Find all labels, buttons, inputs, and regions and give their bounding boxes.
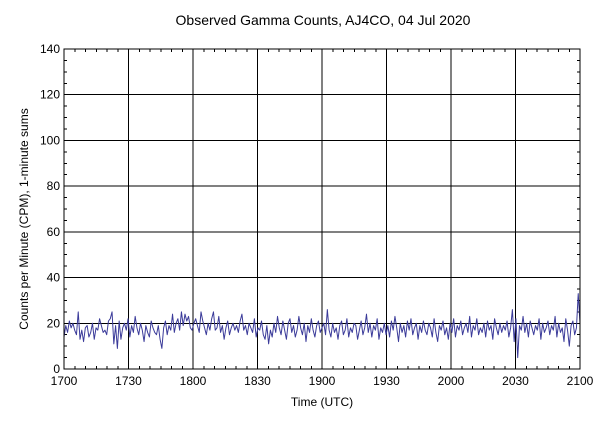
x-tick-label: 1800	[180, 374, 207, 388]
y-tick-label: 40	[47, 271, 61, 285]
y-tick-label: 120	[40, 88, 60, 102]
chart-title: Observed Gamma Counts, AJ4CO, 04 Jul 202…	[176, 12, 471, 28]
x-tick-label: 1700	[51, 374, 78, 388]
x-tick-label: 1930	[373, 374, 400, 388]
y-tick-label: 0	[53, 362, 60, 376]
plot-area: 0 20 40 60 80 100 120 140 1700 1730 1800 1830 1900 19…	[40, 42, 594, 388]
x-tick-label: 1830	[244, 374, 271, 388]
x-tick-label: 2030	[502, 374, 529, 388]
y-tick-label: 60	[47, 225, 61, 239]
x-tick-label: 2000	[438, 374, 465, 388]
y-tick-label: 80	[47, 179, 61, 193]
y-tick-label: 140	[40, 42, 60, 56]
y-tick-label: 20	[47, 316, 61, 330]
x-tick-label: 1900	[309, 374, 336, 388]
series-line	[63, 293, 581, 359]
x-tick-label: 1730	[115, 374, 142, 388]
y-tick-label: 100	[40, 133, 60, 147]
plot-frame	[63, 48, 581, 370]
x-axis-label: Time (UTC)	[291, 395, 353, 409]
x-tick-label: 2100	[567, 374, 594, 388]
y-axis-label: Counts per Minute (CPM), 1-minute sums	[17, 108, 31, 329]
